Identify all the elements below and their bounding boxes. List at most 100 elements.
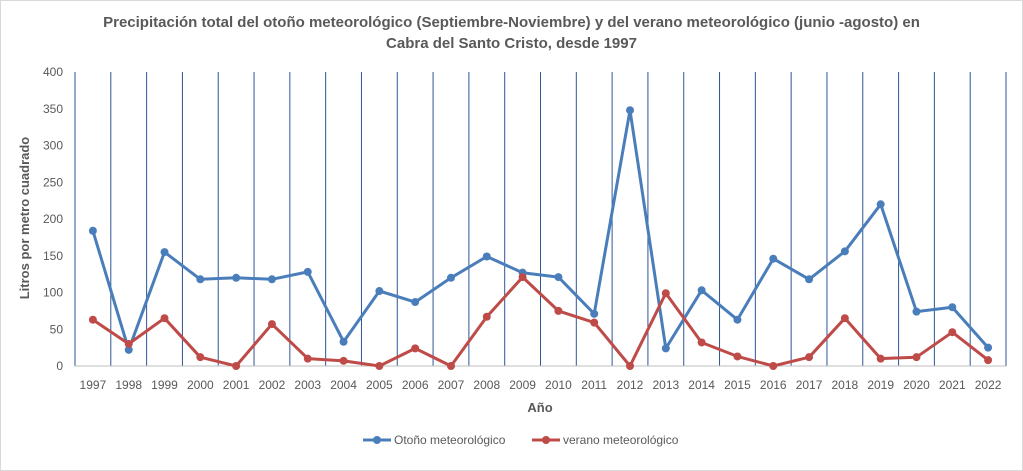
series-2-point xyxy=(482,312,491,321)
series-2-point xyxy=(446,362,455,370)
series-2-point xyxy=(626,362,635,370)
x-tick-label: 2002 xyxy=(259,378,286,392)
series-2-point xyxy=(124,339,133,348)
series-layer xyxy=(88,106,993,370)
x-tick-label: 2008 xyxy=(473,378,500,392)
legend-label: verano meteorológico xyxy=(563,433,679,447)
series-2-point xyxy=(697,338,706,347)
y-tick-label: 200 xyxy=(43,212,63,226)
series-2-point xyxy=(196,353,205,362)
y-tick-label: 50 xyxy=(50,322,64,336)
x-tick-label: 1999 xyxy=(151,378,178,392)
series-1-point xyxy=(482,252,491,261)
tick-label-layer: 0 50 100 150 200 250 300 350 400 1997 1998 1999 2000… xyxy=(43,65,1002,392)
series-2-point xyxy=(805,353,814,362)
series-1-point xyxy=(88,226,97,235)
y-tick-label: 300 xyxy=(43,139,63,153)
x-tick-label: 2022 xyxy=(975,378,1002,392)
series-2-point xyxy=(267,320,276,329)
series-1-point xyxy=(912,307,921,316)
series-1-point xyxy=(626,106,635,115)
series-1-point xyxy=(984,343,993,352)
series-1-point xyxy=(339,337,348,346)
series-2-point xyxy=(948,328,957,337)
x-tick-label: 2020 xyxy=(903,378,930,392)
series-2-point xyxy=(590,318,599,327)
series-1-point xyxy=(303,267,312,276)
series-line-1 xyxy=(91,108,990,352)
x-tick-label: 2003 xyxy=(294,378,321,392)
series-2-point xyxy=(554,306,563,315)
series-1-point xyxy=(661,344,670,353)
series-1-point xyxy=(590,309,599,318)
legend-swatch-marker xyxy=(542,436,550,444)
y-tick-label: 400 xyxy=(43,65,63,79)
series-2-point xyxy=(375,362,384,370)
series-2-point xyxy=(88,315,97,324)
chart-title-line-1: Precipitación total del otoño meteorológ… xyxy=(103,14,920,31)
series-2-point xyxy=(876,354,885,363)
series-1-point xyxy=(876,200,885,209)
series-2-point xyxy=(984,356,993,365)
x-tick-label: 2004 xyxy=(330,378,357,392)
series-1-point xyxy=(733,315,742,324)
series-1-point xyxy=(769,254,778,263)
series-1-point xyxy=(446,273,455,282)
series-line-2 xyxy=(92,275,990,368)
y-tick-label: 350 xyxy=(43,102,63,116)
y-tick-label: 150 xyxy=(43,249,63,263)
series-1-point xyxy=(805,275,814,284)
series-2-point xyxy=(160,314,169,323)
series-2-point xyxy=(733,352,742,361)
series-2-point xyxy=(661,289,670,298)
y-tick-label: 250 xyxy=(43,175,63,189)
series-1-point xyxy=(948,303,957,312)
x-tick-label: 2000 xyxy=(187,378,214,392)
x-tick-label: 2001 xyxy=(223,378,250,392)
x-tick-label: 2005 xyxy=(366,378,393,392)
series-2-point xyxy=(912,353,921,362)
series-1-point xyxy=(160,248,169,257)
series-1-point xyxy=(840,247,849,256)
series-2-point xyxy=(769,362,778,370)
x-tick-label: 2019 xyxy=(867,378,894,392)
series-1-point xyxy=(554,273,563,282)
legend-swatch-marker xyxy=(373,436,381,444)
x-tick-label: 1998 xyxy=(115,378,142,392)
x-tick-label: 2010 xyxy=(545,378,572,392)
series-2-point xyxy=(518,273,527,282)
x-tick-label: 2016 xyxy=(760,378,787,392)
series-1-point xyxy=(267,275,276,284)
x-tick-label: 2011 xyxy=(581,378,607,392)
series-2-point xyxy=(411,344,420,353)
x-tick-label: 2018 xyxy=(832,378,859,392)
x-axis-title: Año xyxy=(527,400,552,415)
x-tick-label: 2021 xyxy=(939,378,966,392)
x-tick-label: 2009 xyxy=(509,378,536,392)
series-1-point xyxy=(196,275,205,284)
x-tick-label: 2006 xyxy=(402,378,429,392)
legend: Otoño meteorológico verano meteorológico xyxy=(363,433,679,447)
legend-label: Otoño meteorológico xyxy=(394,433,506,447)
grid-layer xyxy=(74,72,1007,366)
series-2-point xyxy=(232,362,241,370)
y-axis-title: Litros por metro cuadrado xyxy=(17,137,32,300)
series-1-point xyxy=(411,298,420,307)
series-1-point xyxy=(232,273,241,282)
y-tick-label: 100 xyxy=(43,286,63,300)
x-tick-label: 2012 xyxy=(617,378,644,392)
series-2-point xyxy=(339,356,348,365)
series-1-point xyxy=(697,286,706,295)
series-1-point xyxy=(124,345,133,354)
y-tick-label: 0 xyxy=(56,359,63,373)
series-1-point xyxy=(375,287,384,296)
series-2-point xyxy=(303,354,312,363)
series-2-point xyxy=(840,314,849,323)
x-tick-label: 2007 xyxy=(438,378,465,392)
x-tick-label: 2013 xyxy=(652,378,679,392)
x-tick-label: 1997 xyxy=(80,378,107,392)
x-tick-label: 2014 xyxy=(688,378,715,392)
x-tick-label: 2015 xyxy=(724,378,751,392)
